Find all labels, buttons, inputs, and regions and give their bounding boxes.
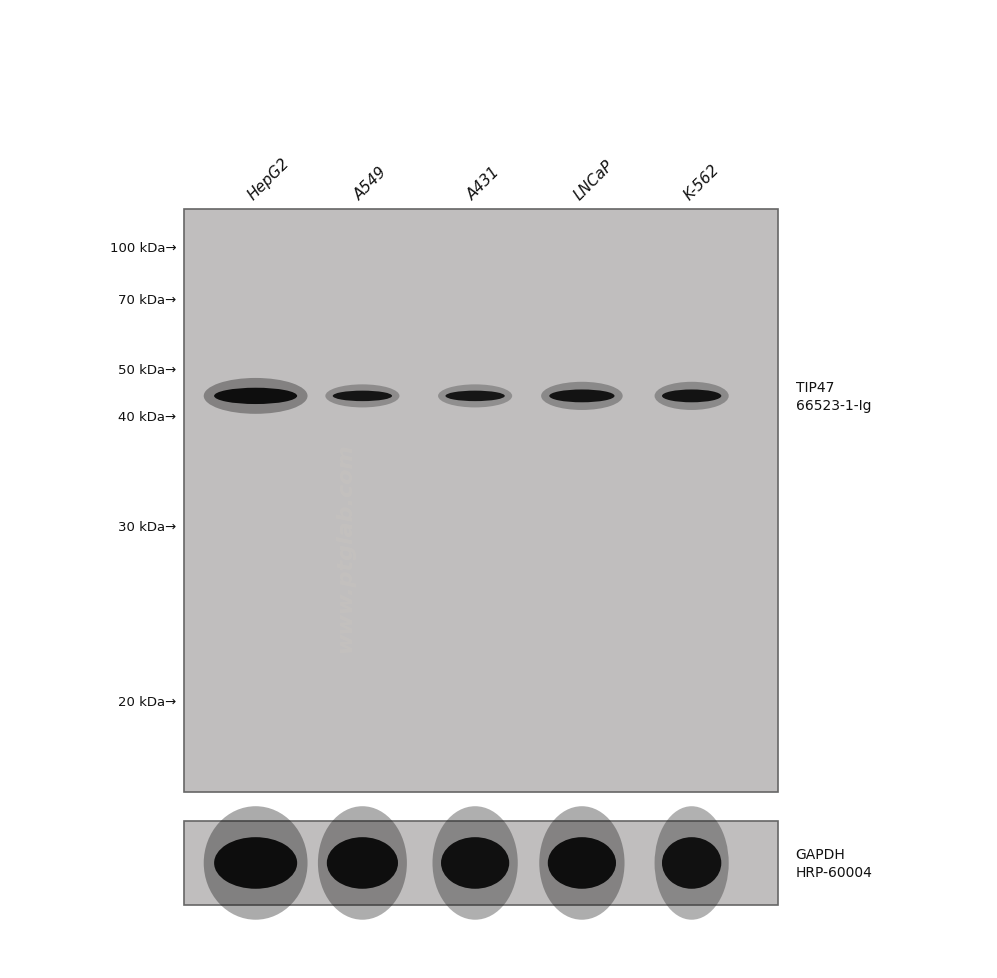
Ellipse shape xyxy=(541,382,623,411)
Ellipse shape xyxy=(318,807,407,919)
Ellipse shape xyxy=(549,390,614,403)
Ellipse shape xyxy=(214,837,297,889)
Ellipse shape xyxy=(325,385,400,408)
Ellipse shape xyxy=(446,391,504,402)
Text: 50 kDa→: 50 kDa→ xyxy=(119,364,176,377)
Ellipse shape xyxy=(333,391,392,402)
Text: www.ptglab.com: www.ptglab.com xyxy=(335,443,355,652)
Text: 20 kDa→: 20 kDa→ xyxy=(119,695,176,708)
Ellipse shape xyxy=(438,385,512,408)
Ellipse shape xyxy=(662,390,721,403)
Ellipse shape xyxy=(655,807,729,919)
Ellipse shape xyxy=(662,837,721,889)
Ellipse shape xyxy=(655,382,729,411)
Text: GAPDH
HRP-60004: GAPDH HRP-60004 xyxy=(796,847,872,879)
Ellipse shape xyxy=(203,807,307,919)
Ellipse shape xyxy=(214,388,297,405)
Ellipse shape xyxy=(539,807,624,919)
Ellipse shape xyxy=(203,378,307,415)
Text: HepG2: HepG2 xyxy=(245,156,292,202)
Text: LNCaP: LNCaP xyxy=(571,157,616,202)
Text: A431: A431 xyxy=(465,164,503,202)
Bar xyxy=(184,822,778,905)
Ellipse shape xyxy=(433,807,517,919)
Text: 30 kDa→: 30 kDa→ xyxy=(119,521,176,534)
Text: A549: A549 xyxy=(352,164,391,202)
Ellipse shape xyxy=(441,837,509,889)
Ellipse shape xyxy=(327,837,398,889)
Ellipse shape xyxy=(547,837,616,889)
Text: 40 kDa→: 40 kDa→ xyxy=(119,411,176,423)
Text: K-562: K-562 xyxy=(681,161,722,202)
Bar xyxy=(184,210,778,792)
Text: 70 kDa→: 70 kDa→ xyxy=(119,294,176,307)
Text: TIP47
66523-1-Ig: TIP47 66523-1-Ig xyxy=(796,380,871,413)
Text: 100 kDa→: 100 kDa→ xyxy=(110,242,176,254)
